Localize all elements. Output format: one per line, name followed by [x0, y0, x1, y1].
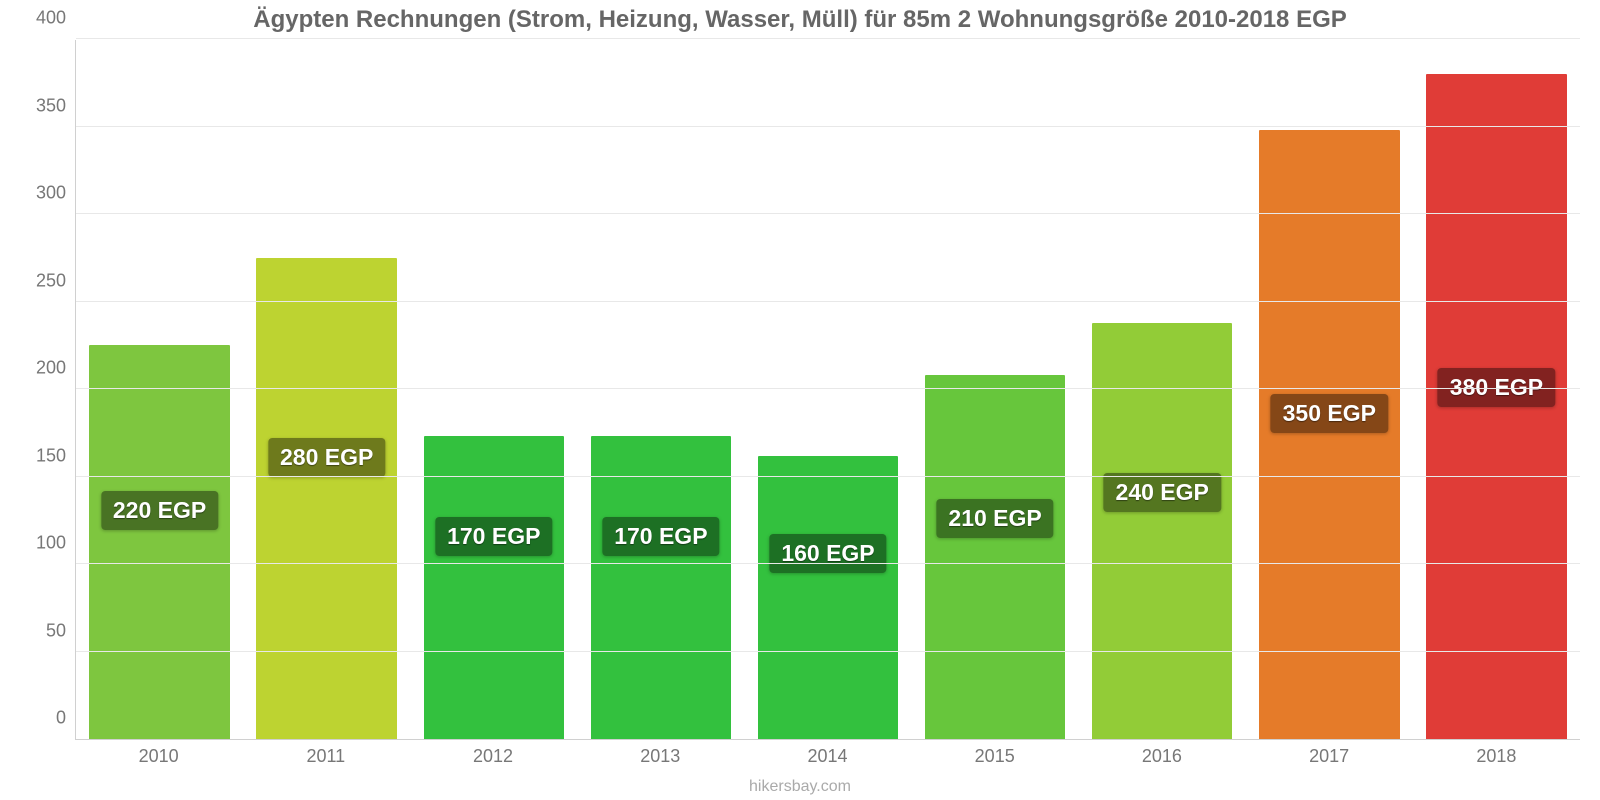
gridline	[76, 563, 1580, 564]
y-tick-label: 200	[16, 358, 76, 379]
bar-value-label: 240 EGP	[1104, 473, 1221, 512]
y-tick-label: 300	[16, 183, 76, 204]
bar: 170 EGP	[591, 436, 731, 739]
y-tick-label: 100	[16, 533, 76, 554]
bar: 280 EGP	[256, 258, 396, 739]
x-tick-label: 2013	[577, 740, 744, 767]
bar-value-label: 170 EGP	[602, 517, 719, 556]
bar-value-label: 160 EGP	[769, 534, 886, 573]
bars-container: 220 EGP 280 EGP 170 EGP 170 EGP 160 EGP 210 E…	[76, 40, 1580, 739]
bar-slot: 170 EGP	[410, 40, 577, 739]
x-tick-label: 2018	[1413, 740, 1580, 767]
gridline	[76, 213, 1580, 214]
bar: 160 EGP	[758, 456, 898, 740]
gridline	[76, 476, 1580, 477]
bar-value-label: 280 EGP	[268, 438, 385, 477]
bar-value-label: 170 EGP	[435, 517, 552, 556]
bar-slot: 210 EGP	[912, 40, 1079, 739]
y-tick-label: 50	[16, 620, 76, 641]
gridline	[76, 126, 1580, 127]
bar: 170 EGP	[424, 436, 564, 739]
bar-value-label: 220 EGP	[101, 491, 218, 530]
gridline	[76, 388, 1580, 389]
bar-slot: 380 EGP	[1413, 40, 1580, 739]
y-tick-label: 350	[16, 95, 76, 116]
bar: 210 EGP	[925, 375, 1065, 739]
bar-value-label: 350 EGP	[1271, 394, 1388, 433]
y-tick-label: 250	[16, 270, 76, 291]
bar-value-label: 210 EGP	[936, 499, 1053, 538]
y-tick-label: 150	[16, 445, 76, 466]
bar-slot: 220 EGP	[76, 40, 243, 739]
bar-slot: 170 EGP	[577, 40, 744, 739]
x-tick-label: 2016	[1078, 740, 1245, 767]
y-tick-label: 0	[16, 708, 76, 729]
gridline	[76, 651, 1580, 652]
source-label: hikersbay.com	[0, 778, 1600, 796]
bar-slot: 280 EGP	[243, 40, 410, 739]
x-tick-label: 2011	[242, 740, 409, 767]
chart-title: Ägypten Rechnungen (Strom, Heizung, Wass…	[0, 6, 1600, 34]
x-axis-labels: 201020112012201320142015201620172018	[75, 740, 1580, 767]
gridline	[76, 38, 1580, 39]
x-tick-label: 2015	[911, 740, 1078, 767]
bar: 240 EGP	[1092, 323, 1232, 740]
bar: 380 EGP	[1426, 74, 1566, 739]
x-tick-label: 2017	[1246, 740, 1413, 767]
bar-chart: Ägypten Rechnungen (Strom, Heizung, Wass…	[0, 0, 1600, 800]
bar: 350 EGP	[1259, 130, 1399, 739]
x-tick-label: 2010	[75, 740, 242, 767]
bar-slot: 240 EGP	[1079, 40, 1246, 739]
y-tick-label: 400	[16, 8, 76, 29]
bar: 220 EGP	[89, 345, 229, 739]
gridline	[76, 301, 1580, 302]
x-tick-label: 2012	[409, 740, 576, 767]
plot-area: 220 EGP 280 EGP 170 EGP 170 EGP 160 EGP 210 E…	[75, 40, 1580, 740]
bar-slot: 350 EGP	[1246, 40, 1413, 739]
x-tick-label: 2014	[744, 740, 911, 767]
bar-slot: 160 EGP	[744, 40, 911, 739]
